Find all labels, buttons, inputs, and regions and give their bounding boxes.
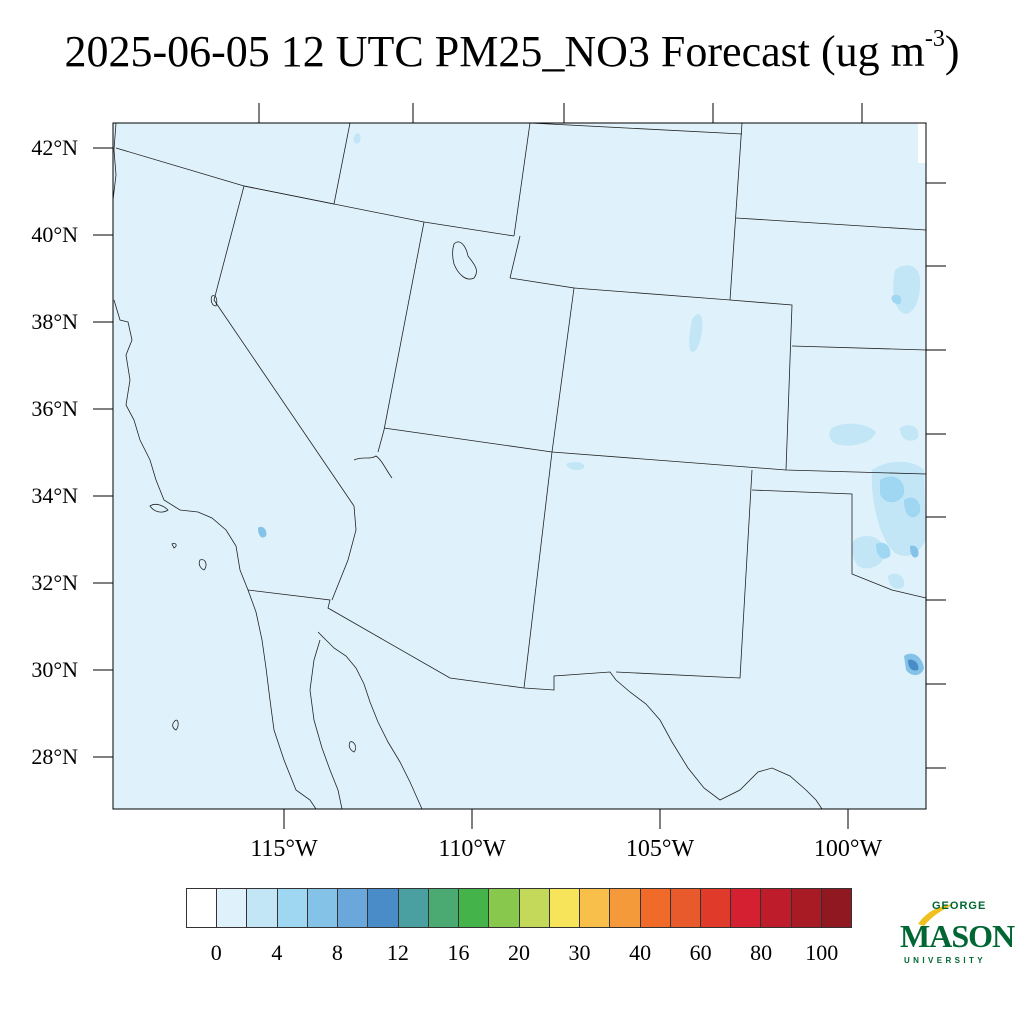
lat-label: 30°N — [31, 657, 78, 682]
colorbar-cell — [519, 889, 550, 927]
colorbar-label: 16 — [447, 940, 470, 965]
colorbar-cell — [791, 889, 822, 927]
four-corners-line — [383, 427, 927, 475]
lat-label: 32°N — [31, 570, 78, 595]
map-frame — [93, 103, 946, 829]
lat-label: 42°N — [31, 135, 78, 160]
map-title: 2025-06-05 12 UTC PM25_NO3 Forecast (ug … — [0, 26, 1024, 77]
lon-label: 110°W — [438, 836, 506, 862]
logo-university: UNIVERSITY — [904, 956, 987, 965]
colorbar-cell — [247, 889, 278, 927]
map-background — [113, 123, 926, 809]
lat-label: 36°N — [31, 396, 78, 421]
colorbar-label: 100 — [805, 940, 839, 965]
colorbar-cell — [307, 889, 339, 927]
colorbar-cell — [217, 889, 248, 927]
lon-label: 105°W — [625, 836, 695, 862]
title-exponent: -3 — [924, 26, 945, 52]
colorbar-label: 80 — [750, 940, 773, 965]
colorbar-cell — [670, 889, 701, 927]
colorbar-cell — [398, 889, 429, 927]
logo-george: GEORGE — [932, 900, 987, 912]
lat-label: 28°N — [31, 744, 78, 769]
lon-label: 115°W — [250, 836, 318, 862]
nv-az-border — [377, 221, 425, 453]
colorbar-label: 40 — [629, 940, 652, 965]
colorbar-cell — [731, 889, 762, 927]
colorbar-cell — [580, 889, 611, 927]
colorbar-cell — [428, 889, 460, 927]
co-ne-border — [729, 299, 793, 471]
colorbar-label: 8 — [331, 940, 343, 965]
colorbar-cell — [610, 889, 641, 927]
pacific-coastline — [112, 122, 317, 810]
nm-tx-border — [615, 469, 753, 679]
ca-nv-border — [213, 185, 355, 507]
colorbar-cell — [277, 889, 308, 927]
colorbar-cell — [549, 889, 581, 927]
colorbar-cell — [761, 889, 792, 927]
logo-swoosh-icon — [918, 904, 954, 926]
george-mason-logo: GEORGE MASON UNIVERSITY — [896, 900, 1015, 972]
colorbar-cell — [368, 889, 399, 927]
colorbar-cell — [700, 889, 732, 927]
us-mexico-border — [247, 589, 823, 810]
lat-label: 38°N — [31, 309, 78, 334]
title-text: 2025-06-05 12 UTC PM25_NO3 Forecast (ug … — [64, 27, 925, 76]
patch-colorado — [689, 314, 703, 352]
title-suffix: ) — [944, 27, 960, 76]
lon-label: 100°W — [813, 836, 883, 862]
colorbar-label: 60 — [689, 940, 712, 965]
colorbar-cell — [640, 889, 671, 927]
concentration-patches — [258, 133, 926, 676]
wy-borders — [513, 122, 531, 237]
ok-tx-border — [751, 489, 927, 599]
colorbar-cell — [459, 889, 490, 927]
colorbar-label: 4 — [271, 940, 283, 965]
az-ca-border — [331, 505, 357, 601]
lat-label: 40°N — [31, 222, 78, 247]
patch-socal — [258, 526, 267, 538]
colorbar-cell — [489, 889, 520, 927]
sd-ne-border — [735, 217, 927, 231]
lat-label: 34°N — [31, 483, 78, 508]
map-boundaries — [112, 122, 927, 810]
colorbar-cell — [821, 889, 852, 927]
ne-ks-border — [791, 345, 927, 351]
colorbar-cell — [187, 889, 218, 927]
map-border — [112, 122, 927, 810]
gulf-california-coast — [317, 631, 423, 810]
colorbar — [186, 888, 852, 928]
colorbar-label: 20 — [508, 940, 530, 965]
colorbar-label: 30 — [568, 940, 591, 965]
colorbar-cell — [338, 889, 369, 927]
colorbar-label: 0 — [210, 940, 222, 965]
patch-oklahoma — [829, 423, 876, 446]
great-salt-lake — [452, 241, 477, 280]
colorbar-label: 12 — [386, 940, 409, 965]
ca-or-border — [115, 147, 245, 187]
mt-wy-border — [529, 122, 743, 135]
logo-mason: MASON — [900, 918, 1015, 954]
az-nm-border — [523, 451, 553, 689]
